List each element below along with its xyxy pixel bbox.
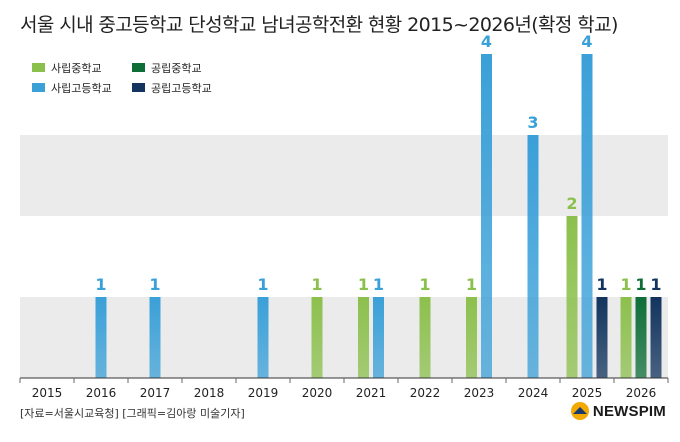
source-credit: [자료=서울시교육청] [그래픽=김아랑 미술기자] <box>20 407 245 420</box>
bar <box>620 297 632 378</box>
x-tick-label: 2021 <box>356 386 387 400</box>
legend-swatch <box>32 63 45 72</box>
data-label: 1 <box>95 275 106 294</box>
legend-label: 사립고등학교 <box>51 82 112 95</box>
data-label: 1 <box>635 275 646 294</box>
x-tick-label: 2024 <box>518 386 549 400</box>
bar <box>419 297 431 378</box>
data-label: 2 <box>566 194 577 213</box>
x-axis: 2015 2016 2017 2018 2019 2020 2021 2022 2023 2024… <box>19 377 669 400</box>
bar <box>581 54 593 378</box>
data-label: 1 <box>257 275 268 294</box>
bar <box>466 297 477 378</box>
x-tick-label: 2025 <box>572 386 603 400</box>
data-label: 1 <box>620 275 631 294</box>
bar <box>527 135 539 378</box>
data-label: 1 <box>466 275 477 294</box>
grid-band <box>20 135 668 216</box>
x-tick-label: 2026 <box>626 386 657 400</box>
x-tick-label: 2016 <box>86 386 117 400</box>
legend-swatch <box>32 83 45 92</box>
x-tick-label: 2020 <box>302 386 333 400</box>
x-tick-label: 2015 <box>32 386 63 400</box>
bar <box>257 297 269 378</box>
data-label: 4 <box>581 32 592 51</box>
bar <box>311 297 323 378</box>
bar <box>95 297 107 378</box>
legend-swatch <box>132 83 145 92</box>
legend-label: 공립중학교 <box>151 62 202 75</box>
legend-label: 사립중학교 <box>51 62 102 75</box>
x-tick-label: 2022 <box>410 386 441 400</box>
bar <box>149 297 161 378</box>
bars <box>95 54 662 378</box>
bar <box>481 54 492 378</box>
chart-title: 서울 시내 중고등학교 단성학교 남녀공학전환 현황 2015~2026년(확정… <box>20 14 618 36</box>
data-label: 1 <box>419 275 430 294</box>
legend-label: 공립고등학교 <box>151 82 212 95</box>
data-label: 4 <box>481 32 492 51</box>
x-tick-label: 2019 <box>248 386 279 400</box>
data-label: 1 <box>149 275 160 294</box>
data-label: 1 <box>650 275 661 294</box>
bar <box>635 297 647 378</box>
brand-logo: NEWSPIM <box>570 401 666 421</box>
brand-name: NEWSPIM <box>592 402 666 420</box>
bar <box>358 297 369 378</box>
data-label: 1 <box>311 275 322 294</box>
bar <box>373 297 384 378</box>
grid-band <box>20 216 668 297</box>
x-tick-label: 2023 <box>464 386 495 400</box>
grid-band <box>20 297 668 378</box>
newspim-logo-icon <box>570 402 589 420</box>
data-label: 1 <box>373 275 384 294</box>
x-tick-label: 2017 <box>140 386 171 400</box>
data-label: 1 <box>596 275 607 294</box>
bar <box>650 297 662 378</box>
bar <box>596 297 608 378</box>
grid-band <box>20 54 668 135</box>
grid-bands <box>20 54 668 378</box>
legend-swatch <box>132 63 145 72</box>
data-label: 3 <box>527 113 538 132</box>
bar <box>566 216 578 378</box>
data-label: 1 <box>358 275 369 294</box>
x-tick-label: 2018 <box>194 386 225 400</box>
